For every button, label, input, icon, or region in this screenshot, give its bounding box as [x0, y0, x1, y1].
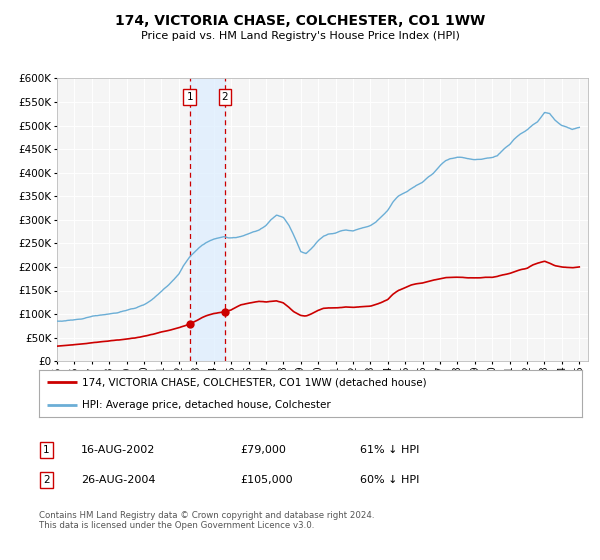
Text: 1: 1: [187, 92, 193, 102]
Text: 26-AUG-2004: 26-AUG-2004: [81, 475, 155, 485]
Text: 60% ↓ HPI: 60% ↓ HPI: [360, 475, 419, 485]
Text: 2: 2: [43, 475, 50, 485]
Text: £79,000: £79,000: [240, 445, 286, 455]
Text: 2: 2: [222, 92, 229, 102]
Text: £105,000: £105,000: [240, 475, 293, 485]
Text: 61% ↓ HPI: 61% ↓ HPI: [360, 445, 419, 455]
Text: 16-AUG-2002: 16-AUG-2002: [81, 445, 155, 455]
Text: 174, VICTORIA CHASE, COLCHESTER, CO1 1WW: 174, VICTORIA CHASE, COLCHESTER, CO1 1WW: [115, 14, 485, 28]
Text: 1: 1: [43, 445, 50, 455]
Text: Contains HM Land Registry data © Crown copyright and database right 2024.
This d: Contains HM Land Registry data © Crown c…: [39, 511, 374, 530]
Text: HPI: Average price, detached house, Colchester: HPI: Average price, detached house, Colc…: [82, 400, 331, 410]
Bar: [190, 78, 225, 361]
Text: 174, VICTORIA CHASE, COLCHESTER, CO1 1WW (detached house): 174, VICTORIA CHASE, COLCHESTER, CO1 1WW…: [82, 377, 427, 388]
Text: Price paid vs. HM Land Registry's House Price Index (HPI): Price paid vs. HM Land Registry's House …: [140, 31, 460, 41]
